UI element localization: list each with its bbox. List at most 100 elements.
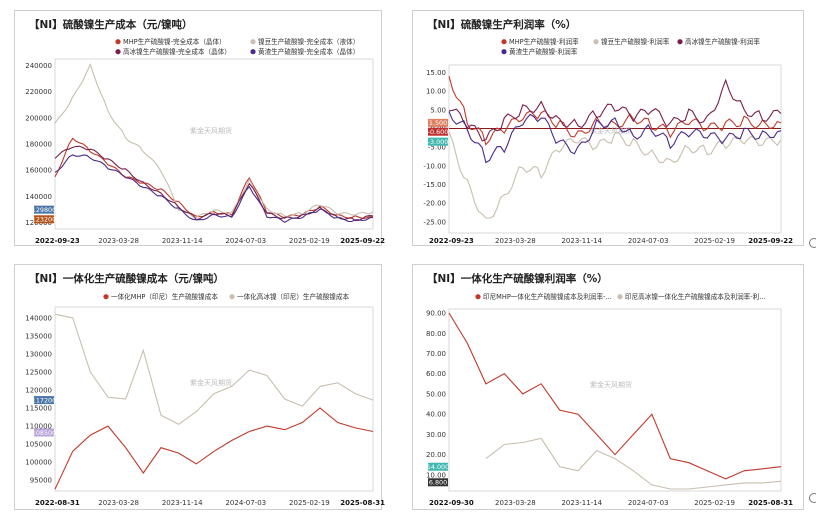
x-tick-label: 2023-03-28 <box>495 237 536 245</box>
legend-marker <box>617 294 623 300</box>
series-line <box>448 111 782 164</box>
x-tick-label: 2022-09-23 <box>35 237 80 245</box>
value-badge-label: 108500 <box>32 429 56 437</box>
x-tick-label: 2023-03-28 <box>98 237 139 245</box>
plot-area <box>448 64 782 234</box>
scroll-handle-icon[interactable] <box>809 493 816 503</box>
value-badge <box>428 127 448 136</box>
watermark: 紫金天风期货 <box>590 126 632 135</box>
y-tick-label: 80.00 <box>426 330 446 338</box>
legend-label[interactable]: 一体化高冰镍（印尼）生产硫酸镍成本 <box>237 292 349 301</box>
y-tick-label: 15.00 <box>426 69 446 77</box>
x-tick-label: 2023-11-14 <box>162 237 203 245</box>
y-tick-label: -15.00 <box>423 181 446 189</box>
plot-area <box>448 308 782 492</box>
y-tick-label: 100000 <box>25 459 52 467</box>
value-badge <box>34 396 54 405</box>
x-tick-label: 2025-08-31 <box>340 499 385 507</box>
legend-marker <box>103 294 109 300</box>
value-badge-label: 1.500 <box>429 119 447 127</box>
x-tick-label: 2025-09-22 <box>340 237 385 245</box>
x-tick-label: 2025-02-19 <box>694 237 735 245</box>
legend-label[interactable]: MHP生产硫酸镍-利润率 <box>509 37 579 46</box>
y-tick-label: 140000 <box>25 314 52 322</box>
legend-label[interactable]: MHP生产硫酸镍-完全成本（晶体） <box>123 37 226 46</box>
value-badge <box>428 137 448 146</box>
value-badge-label: 129800 <box>32 206 56 214</box>
legend-label[interactable]: 高冰镍生产硫酸镍-利润率 <box>685 37 760 46</box>
chart-title: 【NI】硫酸镍生产利润率（%） <box>427 19 577 31</box>
legend-marker <box>115 39 121 45</box>
y-tick-label: 135000 <box>25 332 52 340</box>
x-tick-label: 2022-09-30 <box>429 499 474 507</box>
series-line <box>54 145 374 222</box>
x-tick-label: 2023-03-28 <box>495 499 536 507</box>
chart-title: 【NI】一体化生产硫酸镍利润率（%） <box>427 273 608 285</box>
value-badge-label: 123200 <box>32 216 56 224</box>
x-tick-label: 2025-09-22 <box>748 237 793 245</box>
legend-marker <box>593 39 599 45</box>
chart-panel-int-margin: 【NI】一体化生产硫酸镍利润率（%） 10.00 20.00 30.00 40.00 5… <box>412 264 804 510</box>
chart-svg-int-cost: 95000 100000 105000 110000 115000 120000 12500… <box>25 292 385 507</box>
value-badge-label: 6.800 <box>429 479 447 487</box>
legend-marker <box>501 49 507 55</box>
legend-label[interactable]: 一体化MHP（印尼）生产硫酸镍成本 <box>111 292 218 301</box>
y-tick-label: 160000 <box>25 167 52 175</box>
chart-panel-cost: 【NI】硫酸镍生产成本（元/镍吨） 1200001400001600001800… <box>14 10 385 246</box>
legend-label[interactable]: 镍豆生产硫酸镍-完全成本（液体） <box>258 37 359 46</box>
series-line <box>54 407 374 490</box>
y-tick-label: -5.00 <box>428 144 446 152</box>
y-tick-label: 90.00 <box>426 310 446 318</box>
chart-title: 【NI】一体化生产硫酸镍成本（元/镍吨） <box>29 273 225 285</box>
chart-svg-cost: 1200001400001600001800002000002200002400… <box>25 37 385 245</box>
x-tick-label: 2024-07-03 <box>225 237 266 245</box>
x-tick-label: 2022-09-23 <box>429 237 474 245</box>
x-tick-label: 2024-07-03 <box>628 499 669 507</box>
value-badge <box>34 215 54 224</box>
value-badge <box>34 205 54 214</box>
watermark: 紫金天风期货 <box>590 380 632 389</box>
legend-label[interactable]: 镍豆生产硫酸镍-利润率 <box>601 37 670 46</box>
value-badge-label: -0.600 <box>428 128 449 136</box>
y-tick-label: 110000 <box>25 423 52 431</box>
legend-marker <box>250 39 256 45</box>
x-tick-label: 2025-08-31 <box>748 499 793 507</box>
legend-label[interactable]: 黄渣生产硫酸镍-利润率 <box>509 47 578 56</box>
y-tick-label: 105000 <box>25 441 52 449</box>
series-line <box>448 131 782 219</box>
y-tick-label: 115000 <box>25 405 52 413</box>
legend-marker <box>229 294 235 300</box>
scroll-handle-icon[interactable] <box>809 238 816 248</box>
legend-marker <box>501 39 507 45</box>
y-tick-label: 20.00 <box>426 451 446 459</box>
legend-marker <box>475 294 481 300</box>
y-tick-label: 130000 <box>25 350 52 358</box>
legend-label[interactable]: 印尼MHP一体化生产硫酸镍成本及利润率-... <box>483 292 612 301</box>
series-line <box>54 154 374 224</box>
y-tick-label: -10.00 <box>423 162 446 170</box>
legend-label[interactable]: 黄渣生产硫酸镍-完全成本（晶体） <box>258 47 359 56</box>
y-tick-label: 40.00 <box>426 411 446 419</box>
legend-marker <box>115 49 121 55</box>
plot-area <box>54 58 374 230</box>
series-line <box>54 313 374 425</box>
x-tick-label: 2025-02-19 <box>289 499 330 507</box>
series-line <box>448 78 782 142</box>
x-tick-label: 2024-07-03 <box>225 499 266 507</box>
y-tick-label: 220000 <box>25 88 52 96</box>
x-tick-label: 2025-02-19 <box>694 499 735 507</box>
value-badge <box>428 118 448 127</box>
value-badge <box>428 462 448 471</box>
legend-marker <box>677 39 683 45</box>
legend-label[interactable]: 印尼高冰镍一体化生产硫酸镍成本及利润率-利... <box>625 292 766 301</box>
y-tick-label: 200000 <box>25 114 52 122</box>
y-tick-label: 30.00 <box>426 431 446 439</box>
y-tick-label: -20.00 <box>423 200 446 208</box>
y-tick-label: -25.00 <box>423 218 446 226</box>
legend-label[interactable]: 高冰镍生产硫酸镍-完全成本（晶体） <box>123 47 231 56</box>
value-badge <box>34 428 54 437</box>
y-tick-label: 60.00 <box>426 370 446 378</box>
chart-panel-int-cost: 【NI】一体化生产硫酸镍成本（元/镍吨） 95000 100000 105000 11… <box>14 264 385 510</box>
chart-svg-margin: -25.00-20.00-15.00-10.00-5.000.005.0010.… <box>423 37 793 245</box>
y-tick-label: 10.00 <box>426 471 446 479</box>
